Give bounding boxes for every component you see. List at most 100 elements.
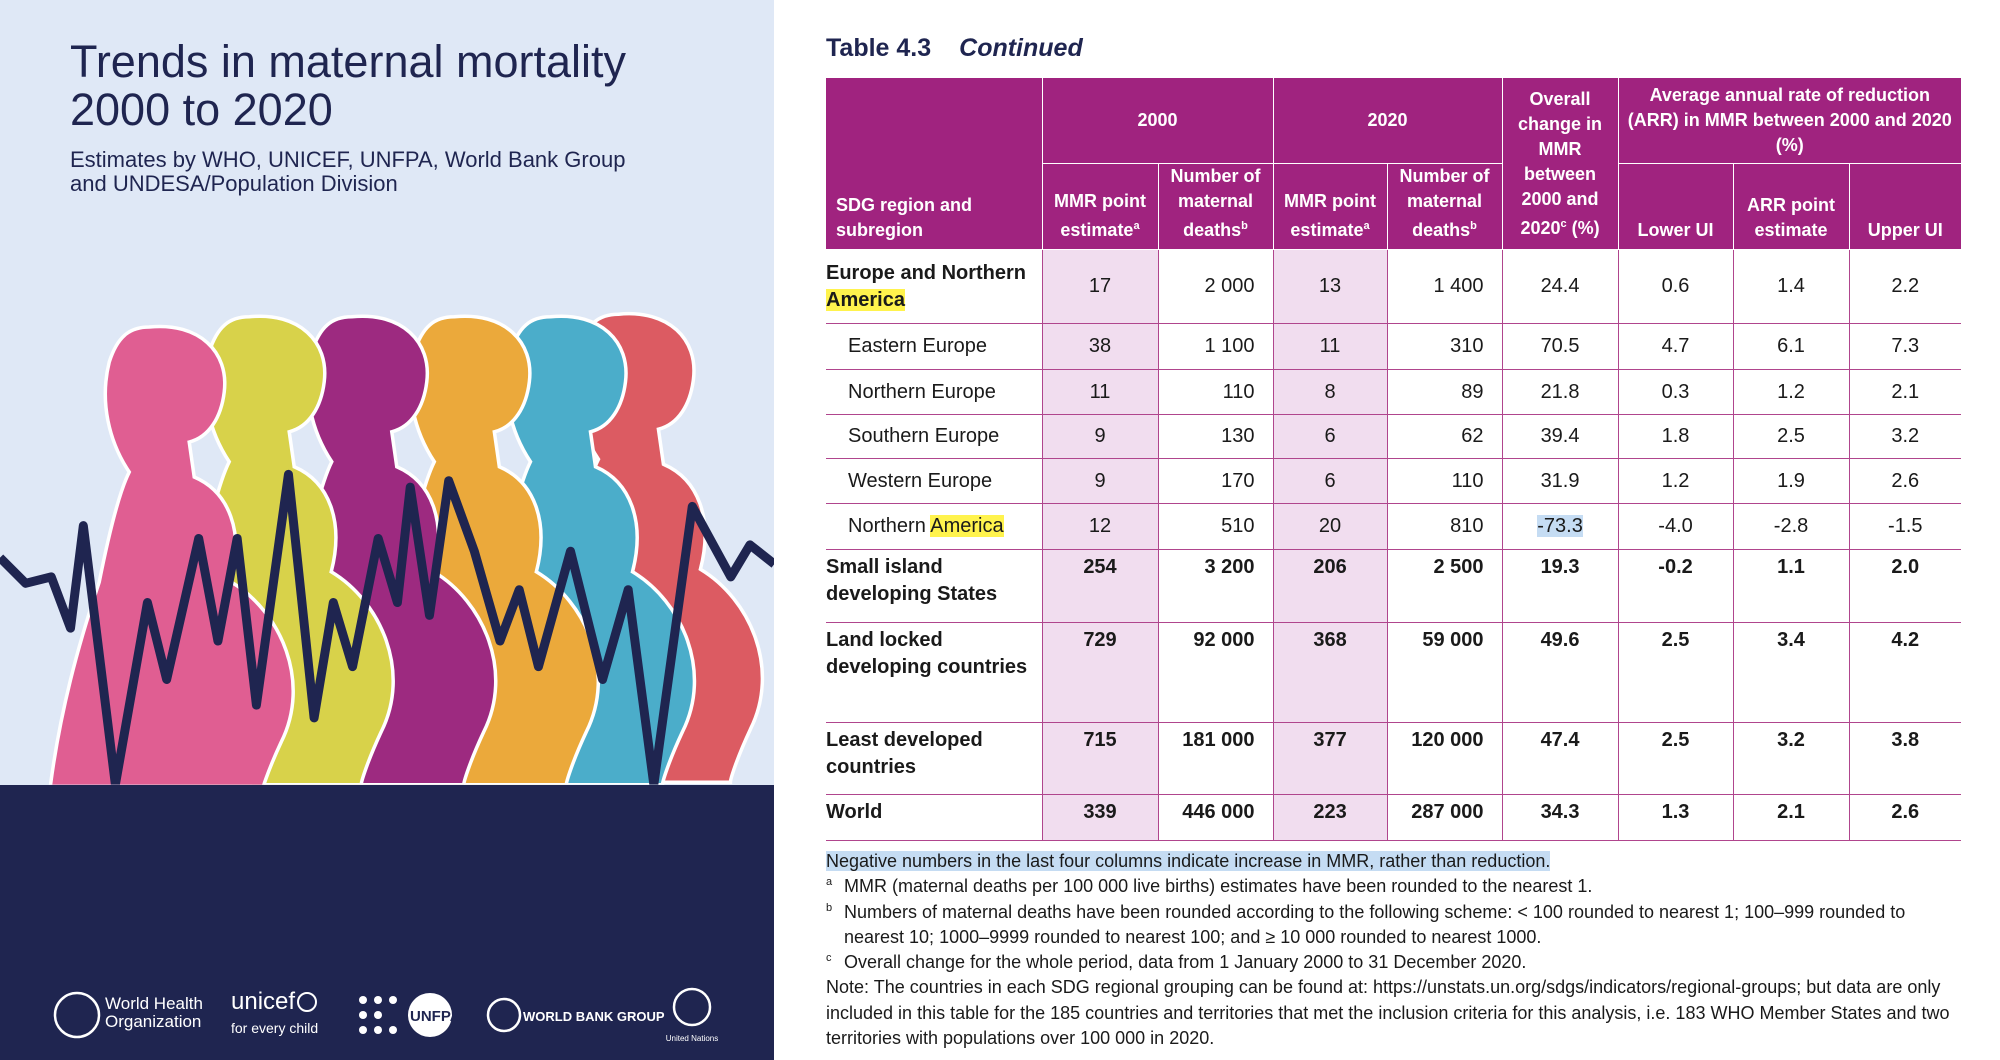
- cell-value: 130: [1221, 425, 1255, 447]
- table-cell: 21.8: [1501, 369, 1619, 415]
- cell-value: 287 000: [1411, 801, 1484, 823]
- header-text: Number of maternal deaths: [1170, 166, 1261, 240]
- logo-text: UNFPA: [410, 1008, 461, 1025]
- table-cell: 4.2: [1848, 622, 1962, 723]
- table-cell: 181 000: [1157, 722, 1274, 795]
- cell-value: 2.5: [1661, 729, 1690, 751]
- row-label: Land locked developing countries: [826, 622, 1043, 723]
- table-cell: 2.2: [1848, 249, 1962, 324]
- cell-value: -0.2: [1658, 556, 1693, 578]
- footnote: Note: The countries in each SDG regional…: [826, 975, 1961, 1051]
- cover: Trends in maternal mortality 2000 to 2020…: [0, 0, 774, 1060]
- table-cell: 254: [1041, 549, 1159, 623]
- cell-value: 92 000: [1193, 629, 1255, 651]
- cell-value: 170: [1221, 469, 1255, 492]
- header-cell: Lower UI: [1617, 163, 1734, 250]
- label-part: Europe and Northern: [826, 261, 1027, 284]
- table-cell: 3.2: [1732, 722, 1850, 795]
- table-row: World 339 446 000 223 287 000 34.3 1.3 2.1 2.6: [826, 794, 1962, 841]
- table-cell: 223: [1272, 794, 1388, 841]
- footnote-text: Negative numbers in the last four column…: [826, 851, 1551, 871]
- cover-band: [0, 785, 774, 1060]
- table-cell: 287 000: [1386, 794, 1503, 841]
- cell-value: 1.3: [1661, 801, 1690, 823]
- footnote-text: Overall change for the whole period, dat…: [844, 952, 1527, 973]
- table-cell: 20: [1272, 503, 1388, 550]
- cell-value: 70.5: [1540, 335, 1580, 357]
- header-cell: MMR point estimatea: [1041, 163, 1159, 250]
- cell-value: 3 200: [1204, 556, 1255, 578]
- table-cell: 1.8: [1617, 414, 1734, 459]
- table-cell: 2.1: [1732, 794, 1850, 841]
- table-cell: 3.4: [1732, 622, 1850, 723]
- table-cell: 170: [1157, 458, 1274, 504]
- cell-value: 1.1: [1777, 556, 1805, 578]
- logo-text: United Nations: [666, 1034, 718, 1043]
- header-cell: 2000: [1041, 77, 1274, 164]
- unicef-emblem: [297, 992, 317, 1012]
- table-cell: 59 000: [1386, 622, 1503, 723]
- footnote-mark: b: [826, 901, 833, 914]
- illustration: [0, 311, 774, 785]
- header-text: Number of maternal deaths: [1399, 166, 1490, 240]
- table-cell: 11: [1041, 369, 1159, 415]
- cell-value: 715: [1083, 729, 1117, 751]
- table-cell: 7.3: [1848, 323, 1962, 370]
- cell-value: -4.0: [1658, 515, 1693, 537]
- cell-value: -2.8: [1773, 515, 1809, 537]
- caption-note: Continued: [959, 34, 1083, 62]
- cell-value: 21.8: [1540, 380, 1580, 403]
- title-line: 2000 to 2020: [70, 84, 333, 135]
- cell-value: 59 000: [1422, 629, 1484, 651]
- cell-value: 2.1: [1891, 380, 1920, 403]
- header-text: MMR point estimate: [1284, 191, 1376, 240]
- subtitle-line: Estimates by WHO, UNICEF, UNFPA, World B…: [70, 147, 626, 172]
- cell-value: 2.1: [1777, 801, 1805, 823]
- table-cell: 310: [1386, 323, 1503, 370]
- header-cell: 2020: [1272, 77, 1503, 164]
- cell-value: 810: [1450, 515, 1484, 537]
- table-cell: 2.5: [1732, 414, 1850, 459]
- cell-value: 19.3: [1540, 556, 1580, 578]
- table-cell: 2 000: [1157, 249, 1274, 324]
- table-cell: 89: [1386, 369, 1503, 415]
- cell-value: 110: [1222, 380, 1255, 403]
- cell-value: 38: [1088, 335, 1112, 357]
- label-part: America: [826, 288, 905, 311]
- label-part: World: [826, 801, 883, 823]
- header-text: Lower UI: [1637, 220, 1714, 240]
- cell-value: 9: [1094, 425, 1106, 447]
- cell-value: 2 500: [1433, 556, 1484, 578]
- table-cell: -1.5: [1848, 503, 1962, 550]
- table-cell: 19.3: [1501, 549, 1619, 623]
- table-cell: 0.6: [1617, 249, 1734, 324]
- cell-value: 181 000: [1182, 729, 1255, 751]
- cell-value: 4.7: [1661, 335, 1690, 357]
- table-cell: 24.4: [1501, 249, 1619, 324]
- header-cell: Average annual rate of reduction (ARR) i…: [1617, 77, 1962, 164]
- table-cell: 39.4: [1501, 414, 1619, 459]
- cell-value: 34.3: [1540, 801, 1580, 823]
- cell-value: 62: [1461, 425, 1484, 447]
- table-cell: 2.6: [1848, 794, 1962, 841]
- table-row: Northern America 12 510 20 810 -73.3 -4.0 -2.8 -…: [826, 503, 1962, 550]
- table-cell: 12: [1041, 503, 1159, 550]
- row-label: Southern Europe: [826, 414, 1043, 459]
- table-row: Least developed countries 715 181 000 377 12…: [826, 722, 1962, 795]
- cell-value: 1.2: [1777, 380, 1805, 403]
- row-label: World: [826, 794, 1043, 841]
- cell-value: 39.4: [1540, 425, 1580, 447]
- header-cell: Number of maternal deathsb: [1157, 163, 1274, 250]
- table-body: Europe and Northern America 17 2 000 13 1 40…: [826, 249, 1962, 841]
- table-cell: 3.2: [1848, 414, 1962, 459]
- table-cell: 1 400: [1386, 249, 1503, 324]
- table-cell: 49.6: [1501, 622, 1619, 723]
- cell-value: 2 000: [1204, 275, 1255, 297]
- cell-value: 49.6: [1540, 629, 1580, 651]
- cell-value: 339: [1083, 801, 1117, 823]
- cell-value: 446 000: [1182, 801, 1255, 823]
- cell-value: 1 400: [1433, 275, 1484, 297]
- cell-value: 47.4: [1540, 729, 1580, 751]
- table-cell: 110: [1386, 458, 1503, 504]
